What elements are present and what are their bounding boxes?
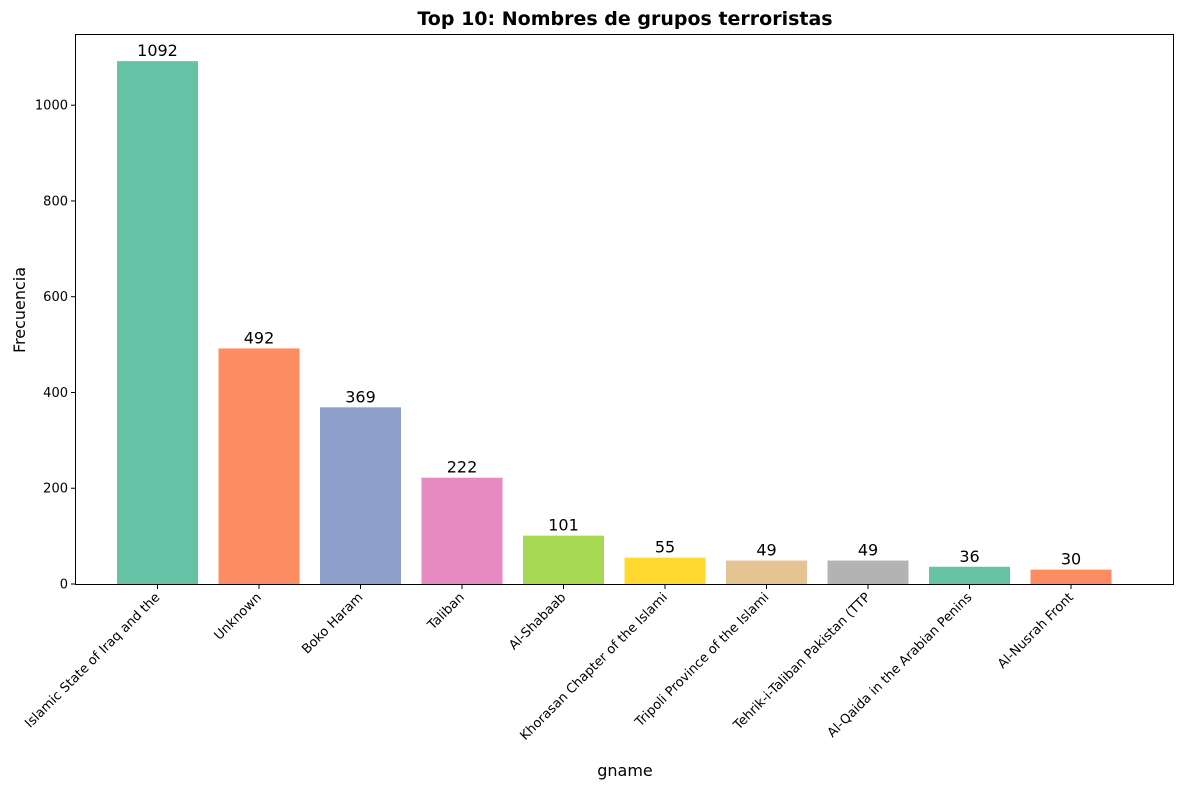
x-tick-label: Unknown bbox=[212, 590, 265, 643]
y-axis-label: Frecuencia bbox=[10, 267, 29, 353]
bar bbox=[117, 61, 198, 584]
bar bbox=[523, 535, 604, 584]
bar bbox=[320, 407, 401, 584]
y-tick-label: 0 bbox=[60, 578, 68, 593]
y-tick-label: 1000 bbox=[35, 99, 68, 114]
bar-value-label: 30 bbox=[1061, 550, 1081, 569]
bar-value-label: 1092 bbox=[137, 41, 178, 60]
x-axis-label: gname bbox=[597, 761, 653, 780]
bar-value-label: 101 bbox=[548, 516, 579, 535]
x-tick-label: Al-Nusrah Front bbox=[995, 590, 1077, 672]
x-tick-label: Al-Shabaab bbox=[506, 590, 569, 653]
bar bbox=[421, 477, 503, 584]
y-tick-label: 200 bbox=[43, 482, 68, 497]
chart-title: Top 10: Nombres de grupos terroristas bbox=[417, 8, 832, 30]
bar-value-label: 222 bbox=[447, 458, 478, 477]
bar-value-label: 49 bbox=[858, 541, 878, 560]
y-tick-label: 600 bbox=[43, 290, 68, 305]
bar bbox=[827, 560, 909, 584]
bar bbox=[1030, 569, 1112, 584]
x-tick-label: Taliban bbox=[424, 590, 467, 633]
y-tick-label: 400 bbox=[43, 386, 68, 401]
bar-value-label: 49 bbox=[756, 541, 776, 560]
y-tick-label: 800 bbox=[43, 194, 68, 209]
bar-value-label: 36 bbox=[959, 547, 979, 566]
bar bbox=[929, 566, 1010, 584]
bar-value-label: 55 bbox=[655, 538, 675, 557]
bar bbox=[726, 560, 807, 584]
y-axis-ticks: 0 200 400 600 800 1000 bbox=[35, 99, 76, 593]
bar-value-labels: 1092 492 369 222 101 55 49 49 36 30 bbox=[137, 41, 1081, 568]
bar-value-label: 492 bbox=[244, 328, 275, 347]
x-axis-ticks: Islamic State of Iraq and the Unknown Boko… bbox=[22, 584, 1077, 744]
x-tick-label: Islamic State of Iraq and the bbox=[22, 590, 163, 731]
x-tick-label: Boko Haram bbox=[299, 590, 366, 657]
bar bbox=[624, 557, 706, 584]
bar bbox=[218, 348, 300, 584]
bar-value-label: 369 bbox=[345, 387, 376, 406]
plot-frame bbox=[75, 34, 1174, 585]
bars-group bbox=[117, 61, 1112, 584]
